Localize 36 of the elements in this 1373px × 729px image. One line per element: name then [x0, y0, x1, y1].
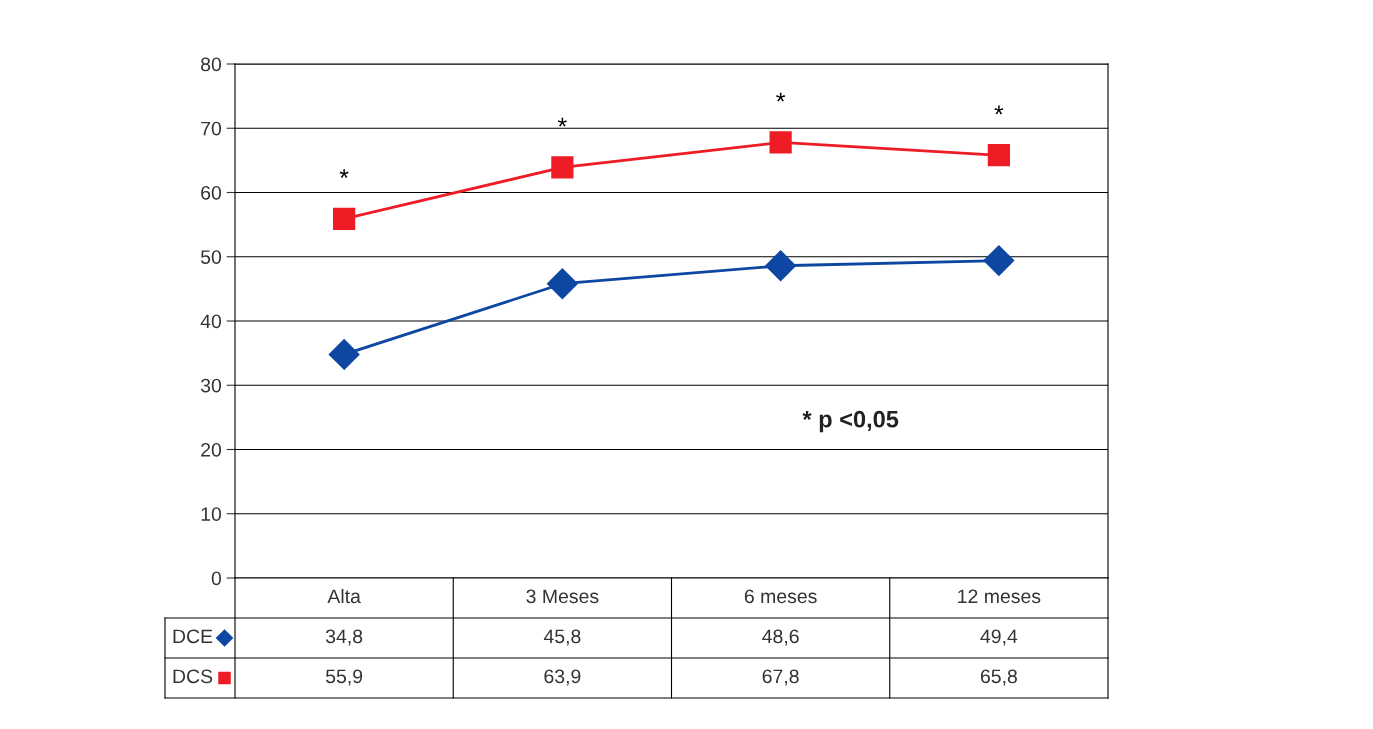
y-tick-label: 30 — [200, 378, 222, 393]
data-label: 63,9 — [544, 669, 581, 686]
x-tick-label: Alta — [327, 588, 361, 604]
annotation: * — [776, 92, 786, 102]
legend-label: DCS — [173, 669, 213, 684]
point — [987, 144, 1010, 167]
data-label: 45,8 — [543, 629, 581, 646]
point — [765, 250, 797, 282]
data-label: 65,8 — [980, 669, 1017, 686]
legend-label: DCE — [173, 629, 213, 644]
x-tick-label: 3 Meses — [526, 589, 599, 604]
point — [546, 268, 578, 300]
y-tick-label: 50 — [200, 250, 222, 264]
y-tick-label: 0 — [211, 571, 222, 586]
y-tick-label: 80 — [201, 57, 222, 72]
data-label: 49,4 — [980, 629, 1018, 646]
point — [333, 207, 356, 230]
x-tick-label: 12 meses — [958, 589, 1041, 604]
data-label: 48,6 — [762, 629, 799, 646]
point — [551, 156, 574, 179]
y-tick-label: 60 — [201, 185, 222, 200]
point — [328, 338, 360, 370]
point — [983, 245, 1015, 277]
y-tick-label: 10 — [201, 507, 222, 521]
x-tick-label: 6 meses — [744, 589, 817, 604]
point — [769, 131, 792, 154]
annotation: * — [557, 117, 567, 127]
data-label: 67,8 — [762, 669, 799, 686]
y-tick-label: 40 — [200, 314, 222, 329]
y-tick-label: 20 — [201, 442, 222, 457]
data-label: 34,8 — [325, 629, 363, 646]
data-label: 55,9 — [325, 669, 363, 686]
annotation: * p <0,05 — [802, 410, 899, 433]
annotation: * — [994, 105, 1004, 115]
y-tick-label: 70 — [201, 121, 222, 136]
annotation: * — [339, 169, 349, 178]
